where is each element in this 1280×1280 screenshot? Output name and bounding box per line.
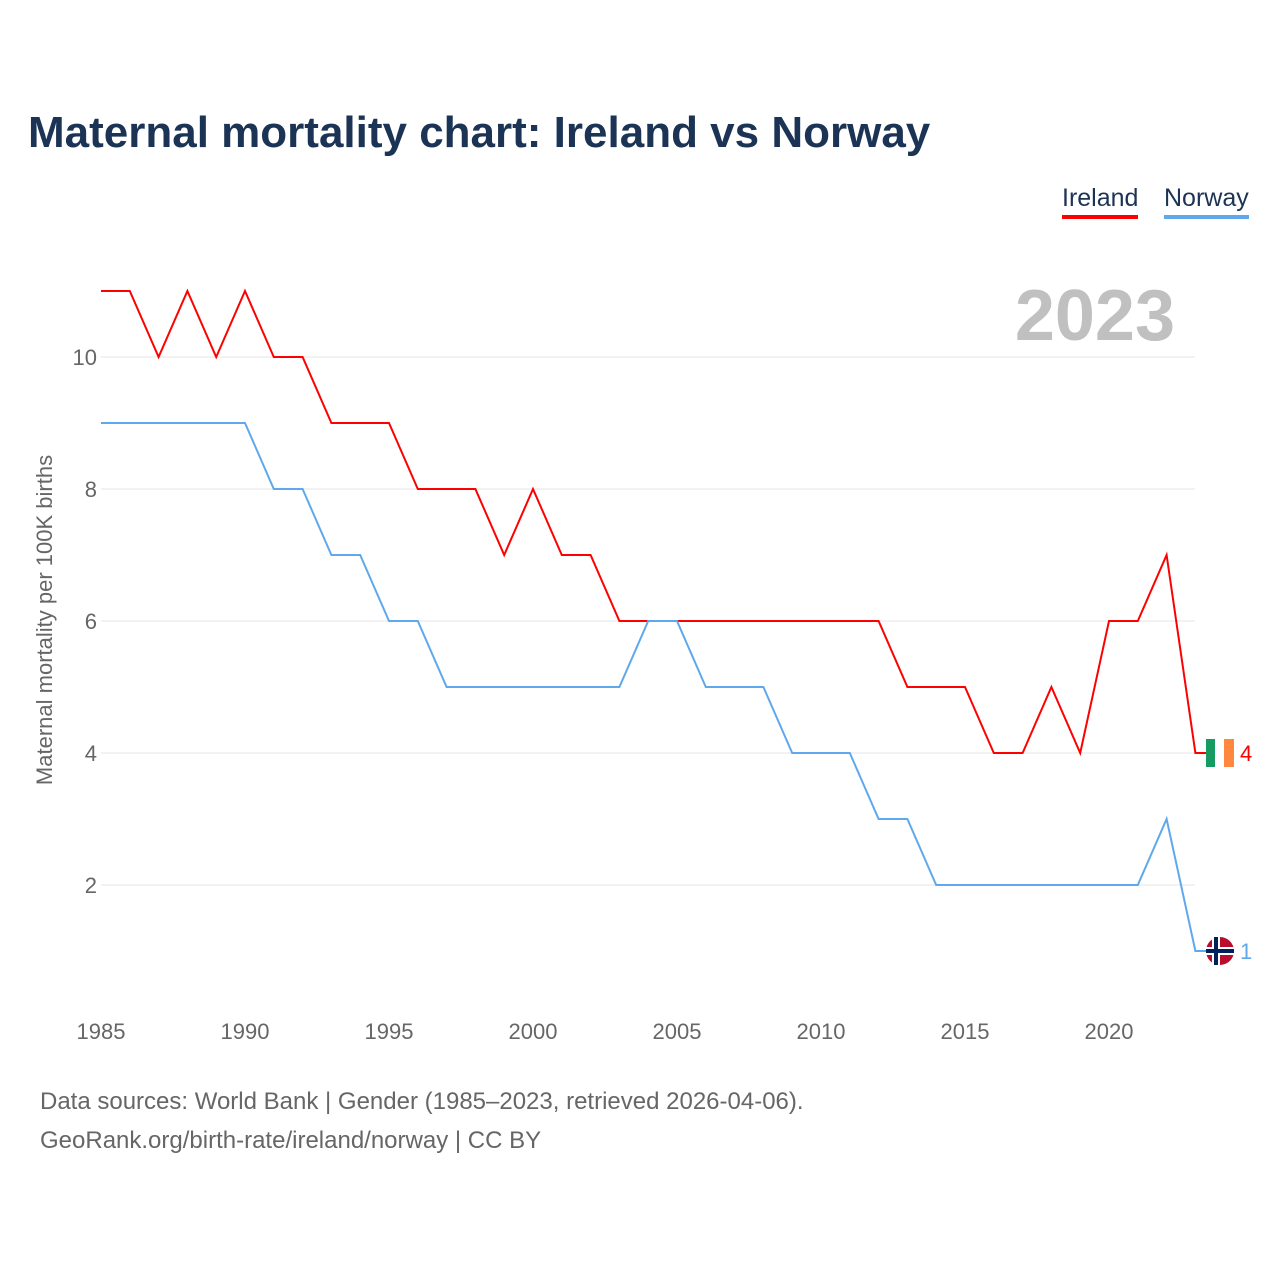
y-tick-label: 2 xyxy=(85,873,97,898)
x-tick-label: 2020 xyxy=(1085,1019,1134,1044)
flag-norway-icon xyxy=(1214,937,1218,965)
y-tick-label: 4 xyxy=(85,741,97,766)
series-line-ireland xyxy=(101,288,1208,757)
flag-norway-icon xyxy=(1206,949,1234,953)
x-tick-label: 1990 xyxy=(221,1019,270,1044)
flag-ireland-icon xyxy=(1224,739,1234,767)
x-tick-label: 2000 xyxy=(509,1019,558,1044)
x-tick-label: 2005 xyxy=(653,1019,702,1044)
year-label: 2023 xyxy=(1015,276,1175,356)
x-tick-label: 2015 xyxy=(941,1019,990,1044)
y-axis-label: Maternal mortality per 100K births xyxy=(32,455,57,785)
source-note: Data sources: World Bank | Gender (1985–… xyxy=(40,1088,804,1115)
x-tick-label: 1995 xyxy=(365,1019,414,1044)
y-tick-label: 6 xyxy=(85,609,97,634)
x-tick-label: 2010 xyxy=(797,1019,846,1044)
legend-ireland[interactable]: Ireland xyxy=(1062,184,1139,219)
flag-ireland-icon xyxy=(1206,739,1216,767)
y-tick-label: 8 xyxy=(85,477,97,502)
x-tick-label: 1985 xyxy=(77,1019,126,1044)
series-line-norway xyxy=(101,422,1208,952)
flag-ireland-icon xyxy=(1215,739,1225,767)
chart-title: Maternal mortality chart: Ireland vs Nor… xyxy=(28,108,931,157)
y-tick-label: 10 xyxy=(73,345,97,370)
end-value-label: 1 xyxy=(1240,939,1252,964)
legend-norway[interactable]: Norway xyxy=(1164,184,1249,219)
source-url[interactable]: GeoRank.org/birth-rate/ireland/norway | … xyxy=(40,1127,542,1154)
end-value-label: 4 xyxy=(1240,741,1252,766)
